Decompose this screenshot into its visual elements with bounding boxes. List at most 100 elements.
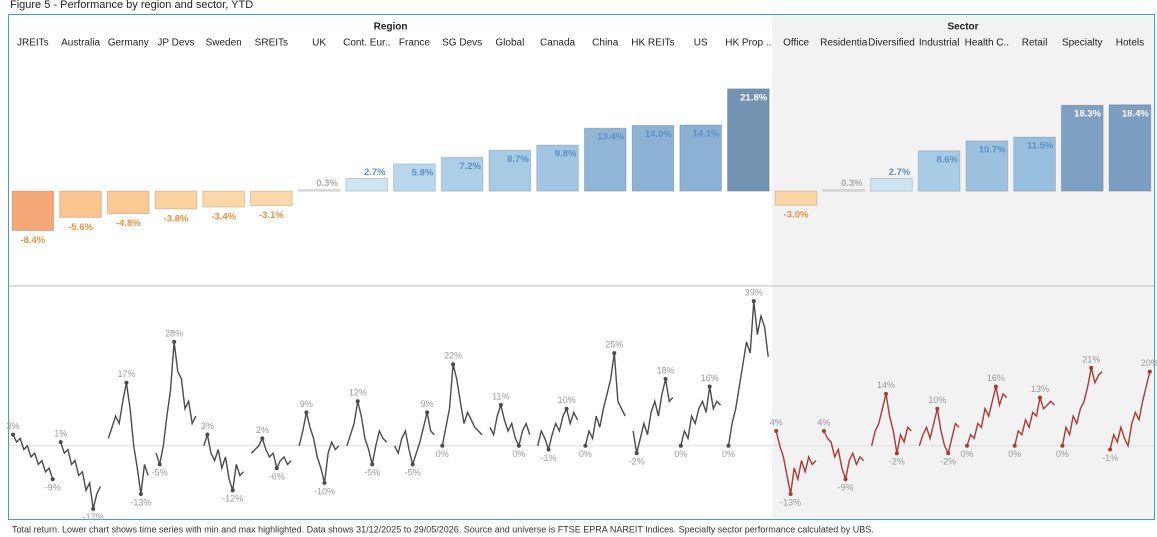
point-label: 0% [512, 449, 525, 459]
point-label: 9% [300, 399, 313, 409]
x-tick-label: China [592, 38, 619, 49]
extreme-point [546, 447, 551, 452]
extreme-point [91, 506, 96, 511]
point-label: 3% [6, 421, 19, 431]
extreme-point [124, 380, 129, 385]
value-label: -3.8% [164, 213, 189, 224]
point-label: 13% [1031, 384, 1049, 394]
point-label: 10% [558, 395, 576, 405]
footnote: Total return. Lower chart shows time ser… [12, 524, 874, 534]
sparkline [1109, 371, 1151, 450]
point-label: 0% [579, 449, 592, 459]
point-label: 4% [817, 417, 830, 427]
point-label: 12% [349, 388, 367, 398]
bar [774, 190, 818, 206]
bar [822, 189, 866, 192]
point-label: 18% [657, 365, 675, 375]
x-tick-label: SG Devs [442, 38, 482, 49]
sparkline [966, 386, 1008, 447]
extreme-point [138, 492, 143, 497]
extreme-point [663, 377, 668, 382]
point-label: -2% [940, 457, 956, 467]
bar [106, 190, 150, 215]
extreme-point [894, 451, 899, 456]
x-tick-label: US [694, 38, 708, 49]
extreme-point [205, 432, 210, 437]
point-label: -9% [45, 483, 61, 493]
bar [1013, 136, 1056, 192]
bar [440, 156, 484, 192]
sparkline [441, 364, 483, 446]
point-label: 14% [877, 380, 895, 390]
bar [679, 124, 722, 192]
extreme-point [1037, 395, 1042, 400]
x-tick-label: Health C.. [965, 38, 1009, 49]
extreme-point [564, 406, 569, 411]
x-tick-label: Residentia [820, 38, 868, 49]
extreme-point [410, 462, 415, 467]
value-label: -5.6% [68, 222, 93, 233]
sparkline [346, 401, 388, 465]
x-tick-label: Cont. Eur.. [343, 38, 390, 49]
value-label: 7.2% [459, 161, 481, 172]
extreme-point [788, 492, 793, 497]
value-label: 18.3% [1074, 109, 1101, 120]
sparkline [632, 378, 674, 454]
x-tick-label: SREITs [255, 38, 288, 49]
value-label: -4.8% [116, 218, 141, 229]
sparkline [1014, 394, 1055, 446]
extreme-point [678, 443, 683, 448]
bar [154, 190, 198, 210]
value-label: 14.0% [645, 129, 672, 140]
extreme-point [634, 451, 639, 456]
extreme-point [946, 451, 951, 456]
value-label: 9.8% [555, 149, 577, 160]
sparkline [298, 412, 340, 484]
value-label: -3.4% [211, 212, 236, 223]
sparkline [203, 431, 245, 491]
extreme-point [157, 462, 162, 467]
bar [965, 140, 1009, 192]
bar [11, 190, 55, 232]
point-label: 0% [1056, 449, 1069, 459]
point-label: 11% [492, 391, 509, 401]
bar [870, 177, 913, 192]
sparkline [60, 441, 102, 510]
value-label: -8.4% [20, 235, 45, 246]
bar [250, 190, 293, 207]
extreme-point [11, 432, 15, 437]
x-tick-label: Sweden [206, 38, 242, 49]
sparkline [727, 301, 769, 446]
point-label: 16% [701, 373, 719, 383]
x-tick-label: France [399, 38, 431, 49]
sparkline [870, 393, 912, 454]
x-tick-label: JREITs [17, 38, 49, 49]
extreme-point [935, 406, 940, 411]
chart-title: Figure 5 - Performance by region and sec… [10, 0, 253, 11]
extreme-point [451, 362, 456, 367]
x-tick-label: Industrial [919, 38, 960, 49]
sparkline [12, 434, 54, 480]
x-tick-label: Retail [1022, 38, 1048, 49]
bar [583, 127, 627, 192]
bar [631, 124, 675, 192]
bar [488, 149, 532, 192]
point-label: 1% [54, 428, 67, 438]
value-label: 18.4% [1122, 108, 1149, 119]
point-label: 2% [256, 425, 269, 435]
point-label: -17% [83, 512, 104, 522]
value-label: 13.4% [597, 132, 624, 143]
point-label: -1% [1102, 453, 1118, 463]
x-tick-label: Canada [540, 38, 575, 49]
point-label: 22% [444, 351, 462, 361]
extreme-point [726, 443, 731, 448]
x-tick-label: HK Prop .. [725, 38, 771, 49]
sparkline [393, 412, 435, 467]
value-label: 0.3% [316, 178, 338, 189]
bar [1108, 104, 1152, 192]
point-label: -1% [541, 453, 557, 463]
extreme-point [821, 428, 826, 433]
sparkline [155, 341, 197, 465]
sparkline [775, 430, 817, 495]
